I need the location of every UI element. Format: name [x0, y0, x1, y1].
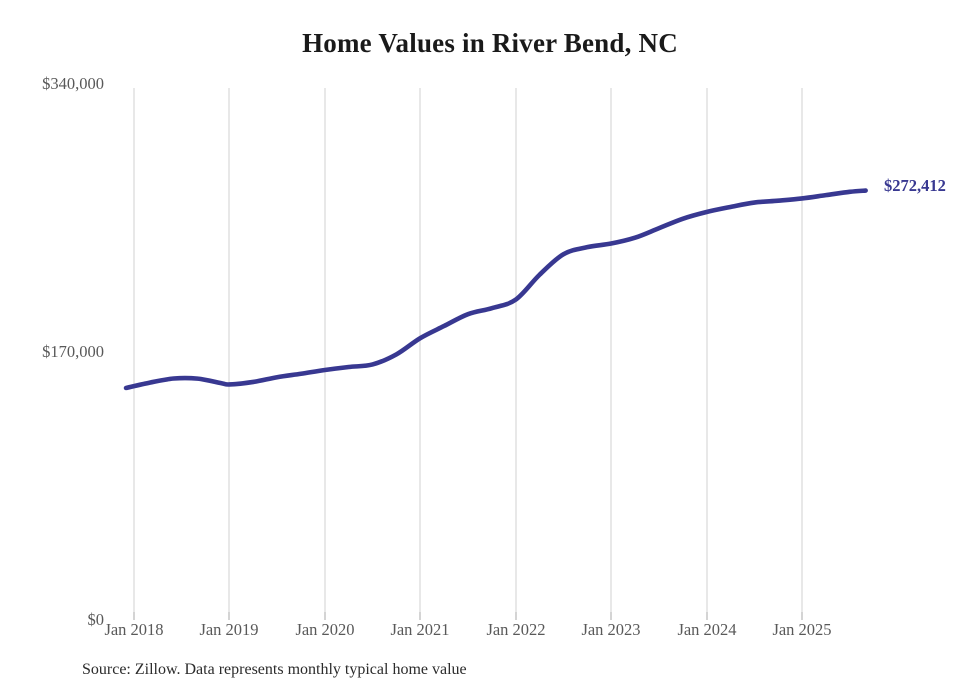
y-axis-tick-label-top: $340,000 — [42, 74, 104, 93]
x-axis-tick-label-jan-2021: Jan 2021 — [390, 620, 450, 639]
x-axis-tick-label-jan-2022: Jan 2022 — [486, 620, 546, 639]
x-axis-tick-label-jan-2023: Jan 2023 — [581, 620, 641, 639]
x-axis-ticks — [133, 612, 803, 620]
y-axis-tick-label-mid: $170,000 — [42, 342, 104, 361]
endpoint-value-annotation: $272,412 — [884, 176, 946, 195]
x-axis-tick-label-jan-2019: Jan 2019 — [199, 620, 259, 639]
gridlines — [133, 88, 803, 612]
x-axis-tick-label-jan-2025: Jan 2025 — [772, 620, 832, 639]
chart-title: Home Values in River Bend, NC — [302, 28, 678, 58]
y-axis-tick-label-bottom: $0 — [87, 610, 105, 629]
home-value-line-series — [123, 188, 868, 391]
source-note: Source: Zillow. Data represents monthly … — [82, 661, 467, 678]
x-axis-tick-label-jan-2018: Jan 2018 — [104, 620, 164, 639]
x-axis-tick-label-jan-2020: Jan 2020 — [295, 620, 355, 639]
x-axis-tick-label-jan-2024: Jan 2024 — [677, 620, 737, 639]
